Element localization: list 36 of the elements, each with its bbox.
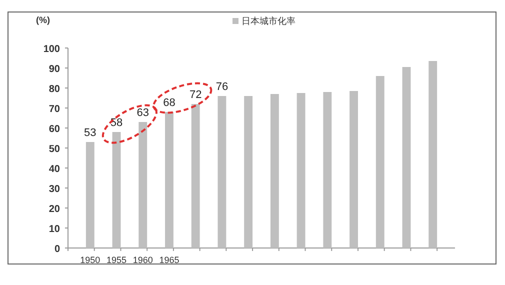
bar: [244, 96, 253, 248]
x-tick-label: 1950: [80, 255, 100, 265]
y-tick-label: 10: [48, 224, 60, 235]
bar: [138, 122, 148, 248]
y-tick-label: 40: [48, 164, 60, 175]
bar: [165, 112, 174, 248]
y-tick-label: 50: [48, 144, 60, 155]
y-tick-label: 100: [43, 44, 60, 55]
y-tick-label: 60: [48, 124, 60, 135]
bar: [376, 76, 384, 248]
bar: [86, 142, 94, 248]
y-tick-label: 80: [48, 84, 60, 95]
bar: [191, 104, 200, 248]
bar: [296, 93, 306, 248]
bar: [350, 91, 358, 248]
y-axis-title: (%): [36, 15, 50, 25]
x-tick-label: 1955: [106, 255, 127, 265]
data-label: 53: [84, 127, 96, 139]
data-label: 76: [216, 81, 228, 93]
data-label: 63: [136, 107, 149, 119]
y-tick-label: 70: [48, 104, 60, 115]
y-tick-label: 30: [48, 184, 60, 195]
y-tick-label: 0: [54, 244, 60, 255]
data-label: 72: [189, 89, 202, 101]
legend-label: 日本城市化率: [242, 16, 296, 27]
x-tick-label: 1965: [159, 255, 180, 265]
x-tick-label: 1960: [132, 255, 153, 265]
bar: [402, 67, 411, 248]
y-tick-label: 90: [48, 64, 60, 75]
y-tick-label: 20: [48, 204, 60, 215]
bar: [323, 92, 332, 248]
bar: [270, 94, 279, 248]
bar: [218, 96, 226, 248]
data-label: 68: [163, 97, 176, 109]
bar: [428, 61, 438, 248]
bar: [112, 132, 121, 248]
